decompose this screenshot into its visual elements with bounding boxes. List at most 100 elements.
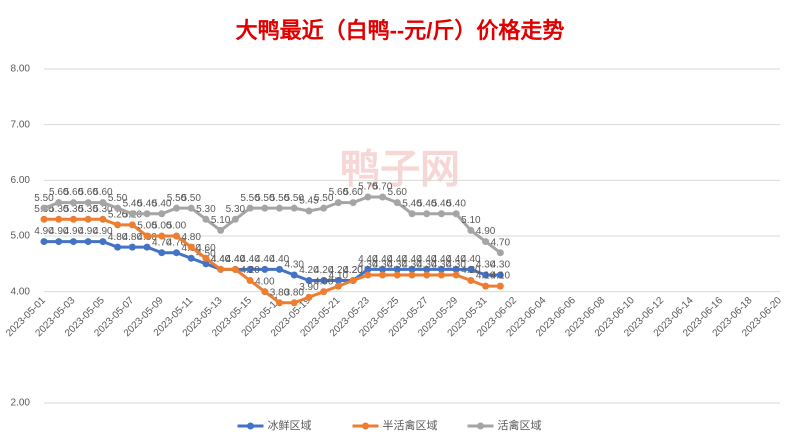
- data-point: [261, 288, 269, 296]
- data-point: [172, 204, 180, 212]
- data-point: [55, 238, 63, 246]
- data-label: 4.80: [181, 232, 201, 243]
- data-label: 4.40: [226, 254, 246, 265]
- data-label: 4.70: [167, 237, 187, 248]
- data-label: 4.30: [491, 260, 511, 271]
- data-point: [305, 277, 313, 285]
- data-label: 4.20: [343, 265, 363, 276]
- data-point: [40, 238, 48, 246]
- y-tick-label: 4.00: [11, 286, 31, 297]
- data-label: 4.40: [446, 254, 466, 265]
- data-label: 5.00: [152, 221, 172, 232]
- y-tick-label: 5.00: [11, 231, 31, 242]
- data-point: [305, 207, 313, 215]
- data-point: [246, 265, 254, 273]
- data-point: [408, 265, 416, 273]
- data-point: [408, 210, 416, 218]
- data-point: [364, 271, 372, 279]
- data-label: 5.50: [285, 193, 305, 204]
- data-point: [231, 265, 239, 273]
- data-point: [320, 288, 328, 296]
- data-label: 4.40: [417, 254, 437, 265]
- data-point: [128, 221, 136, 229]
- data-point: [84, 215, 92, 223]
- data-label: 5.40: [152, 198, 172, 209]
- data-label: 4.90: [93, 226, 113, 237]
- data-label: 4.00: [255, 276, 275, 287]
- data-label: 5.30: [196, 204, 216, 215]
- data-label: 4.90: [476, 226, 496, 237]
- data-label: 5.50: [181, 193, 201, 204]
- data-point: [393, 199, 401, 207]
- data-label: 5.10: [211, 215, 231, 226]
- data-point: [202, 215, 210, 223]
- data-point: [276, 299, 284, 307]
- legend-label: 半活禽区域: [383, 418, 438, 432]
- data-label: 5.70: [373, 182, 393, 193]
- data-point: [202, 254, 210, 262]
- data-point: [379, 193, 387, 201]
- data-label: 4.40: [226, 254, 246, 265]
- data-label: 4.30: [476, 260, 496, 271]
- data-point: [334, 282, 342, 290]
- data-point: [69, 199, 77, 207]
- data-label: 4.30: [285, 260, 305, 271]
- data-point: [55, 199, 63, 207]
- data-point: [202, 260, 210, 268]
- data-point: [482, 271, 490, 279]
- data-label: 5.20: [108, 210, 128, 221]
- data-point: [334, 199, 342, 207]
- data-point: [379, 271, 387, 279]
- data-point: [305, 293, 313, 301]
- legend-marker: [477, 422, 484, 430]
- data-label: 5.50: [167, 193, 187, 204]
- data-label: 5.50: [255, 193, 275, 204]
- data-point: [452, 210, 460, 218]
- data-label: 4.40: [373, 254, 393, 265]
- data-point: [452, 271, 460, 279]
- data-label: 4.90: [64, 226, 84, 237]
- data-label: 5.70: [358, 182, 378, 193]
- data-point: [467, 226, 475, 234]
- data-point: [320, 277, 328, 285]
- data-point: [423, 271, 431, 279]
- data-point: [452, 265, 460, 273]
- data-point: [246, 204, 254, 212]
- y-tick-label: 2.00: [11, 398, 31, 409]
- data-label: 5.50: [108, 193, 128, 204]
- data-label: 4.40: [270, 254, 290, 265]
- chart-title: 大鸭最近（白鸭--元/斤）价格走势: [236, 18, 565, 43]
- legend-marker: [362, 422, 369, 430]
- data-label: 4.30: [358, 260, 378, 271]
- data-label: 5.10: [461, 215, 481, 226]
- data-point: [187, 204, 195, 212]
- data-point: [99, 215, 107, 223]
- data-label: 4.40: [211, 254, 231, 265]
- data-point: [467, 265, 475, 273]
- data-point: [290, 299, 298, 307]
- data-point: [231, 215, 239, 223]
- data-label: 5.40: [137, 198, 157, 209]
- data-point: [114, 243, 122, 251]
- y-tick-label: 6.00: [11, 175, 31, 186]
- data-label: 4.40: [402, 254, 422, 265]
- data-point: [364, 265, 372, 273]
- y-tick-label: 7.00: [11, 119, 31, 130]
- data-label: 4.40: [255, 254, 275, 265]
- data-label: 4.30: [373, 260, 393, 271]
- data-point: [437, 271, 445, 279]
- data-point: [143, 232, 151, 240]
- data-label: 4.30: [417, 260, 437, 271]
- data-point: [276, 204, 284, 212]
- data-point: [408, 271, 416, 279]
- data-label: 5.40: [446, 198, 466, 209]
- data-point: [99, 238, 107, 246]
- data-label: 4.20: [461, 265, 481, 276]
- data-point: [158, 232, 166, 240]
- data-label: 4.40: [432, 254, 452, 265]
- data-point: [334, 277, 342, 285]
- data-label: 5.40: [417, 198, 437, 209]
- data-label: 4.30: [388, 260, 408, 271]
- data-label: 5.30: [78, 204, 98, 215]
